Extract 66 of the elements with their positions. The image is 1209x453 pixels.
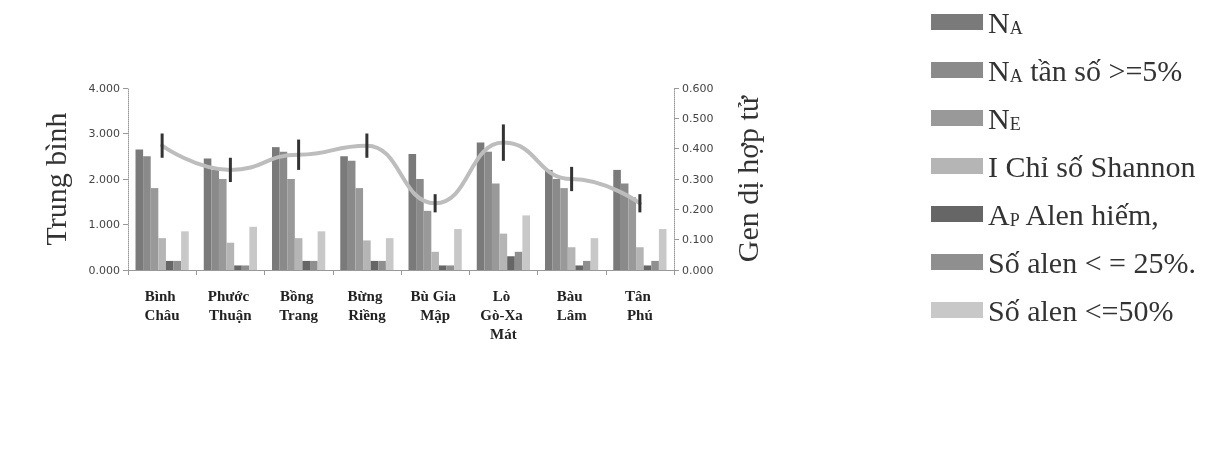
x-tick-label: Bình Châu bbox=[144, 287, 180, 323]
bar bbox=[567, 247, 576, 270]
bar bbox=[226, 242, 235, 270]
bar bbox=[499, 233, 508, 270]
x-tick-label: Lò Gò-Xa Mát bbox=[480, 287, 527, 342]
text: NA bbox=[988, 5, 1023, 39]
y2-tick-label: 0.200 bbox=[682, 202, 714, 216]
legend-label: NA bbox=[988, 53, 1023, 87]
y-tick-label: 4.000 bbox=[88, 81, 120, 95]
bar bbox=[234, 265, 242, 270]
y-axis-title: Trung bình bbox=[38, 112, 72, 246]
bar bbox=[370, 260, 379, 270]
text: tần số >=5% bbox=[1030, 53, 1183, 87]
x-tick-label: Tân Phú bbox=[625, 287, 655, 323]
bar bbox=[158, 238, 166, 270]
bar bbox=[340, 156, 348, 270]
bar bbox=[431, 251, 439, 270]
bar bbox=[294, 238, 303, 270]
x-tick-label: Bừng Riềng bbox=[347, 287, 387, 323]
bar bbox=[249, 226, 257, 270]
bar bbox=[416, 179, 424, 270]
bar bbox=[143, 156, 151, 270]
bar bbox=[317, 231, 326, 270]
y2-tick-label: 0.000 bbox=[682, 263, 714, 277]
bar bbox=[438, 265, 447, 270]
bar bbox=[545, 169, 553, 270]
y2-tick-label: 0.300 bbox=[682, 172, 714, 186]
bar bbox=[302, 260, 311, 270]
y2-tick-label: 0.600 bbox=[682, 81, 714, 95]
bar bbox=[658, 229, 667, 270]
bar bbox=[552, 179, 561, 270]
bar bbox=[507, 256, 515, 270]
bar bbox=[484, 151, 492, 270]
bar bbox=[363, 240, 371, 270]
bar bbox=[385, 238, 394, 270]
x-tick-label: Bù Gia Mập bbox=[410, 287, 460, 323]
y-tick-label: 1.000 bbox=[88, 218, 120, 231]
y2-tick-label: 0.400 bbox=[682, 142, 714, 156]
y2-tick-label: 0.500 bbox=[682, 111, 714, 125]
bar bbox=[522, 215, 530, 270]
bar bbox=[613, 169, 621, 270]
bar bbox=[575, 265, 584, 270]
bar bbox=[590, 238, 599, 270]
bar bbox=[272, 147, 280, 270]
y-tick-label: 0.000 bbox=[88, 263, 120, 277]
y-tick-label: 2.000 bbox=[88, 172, 120, 186]
x-tick-label: Phước Thuận bbox=[207, 287, 253, 323]
bar bbox=[636, 247, 644, 270]
x-tick-label: Bồng Trang bbox=[279, 287, 319, 323]
legend-label: I Chỉ số Shannon bbox=[988, 149, 1196, 183]
legend-label: Số alen <=50% bbox=[988, 293, 1174, 327]
bar bbox=[643, 265, 652, 270]
bar bbox=[211, 169, 219, 270]
bar bbox=[181, 231, 189, 270]
bar bbox=[347, 160, 356, 270]
bar bbox=[165, 260, 174, 270]
legend-label: AP Alen hiếm, bbox=[988, 197, 1159, 231]
bar bbox=[454, 229, 462, 270]
y2-axis-title: Gen dị hợp tử bbox=[730, 94, 764, 263]
y2-tick-label: 0.100 bbox=[682, 233, 714, 247]
legend-label: NE bbox=[988, 101, 1021, 135]
legend-label: Số alen < = 25%. bbox=[988, 245, 1197, 279]
line-series bbox=[160, 140, 642, 206]
bar bbox=[135, 149, 144, 270]
x-tick-label: Bàu Lâm bbox=[556, 287, 588, 323]
y-tick-label: 3.000 bbox=[88, 127, 120, 140]
